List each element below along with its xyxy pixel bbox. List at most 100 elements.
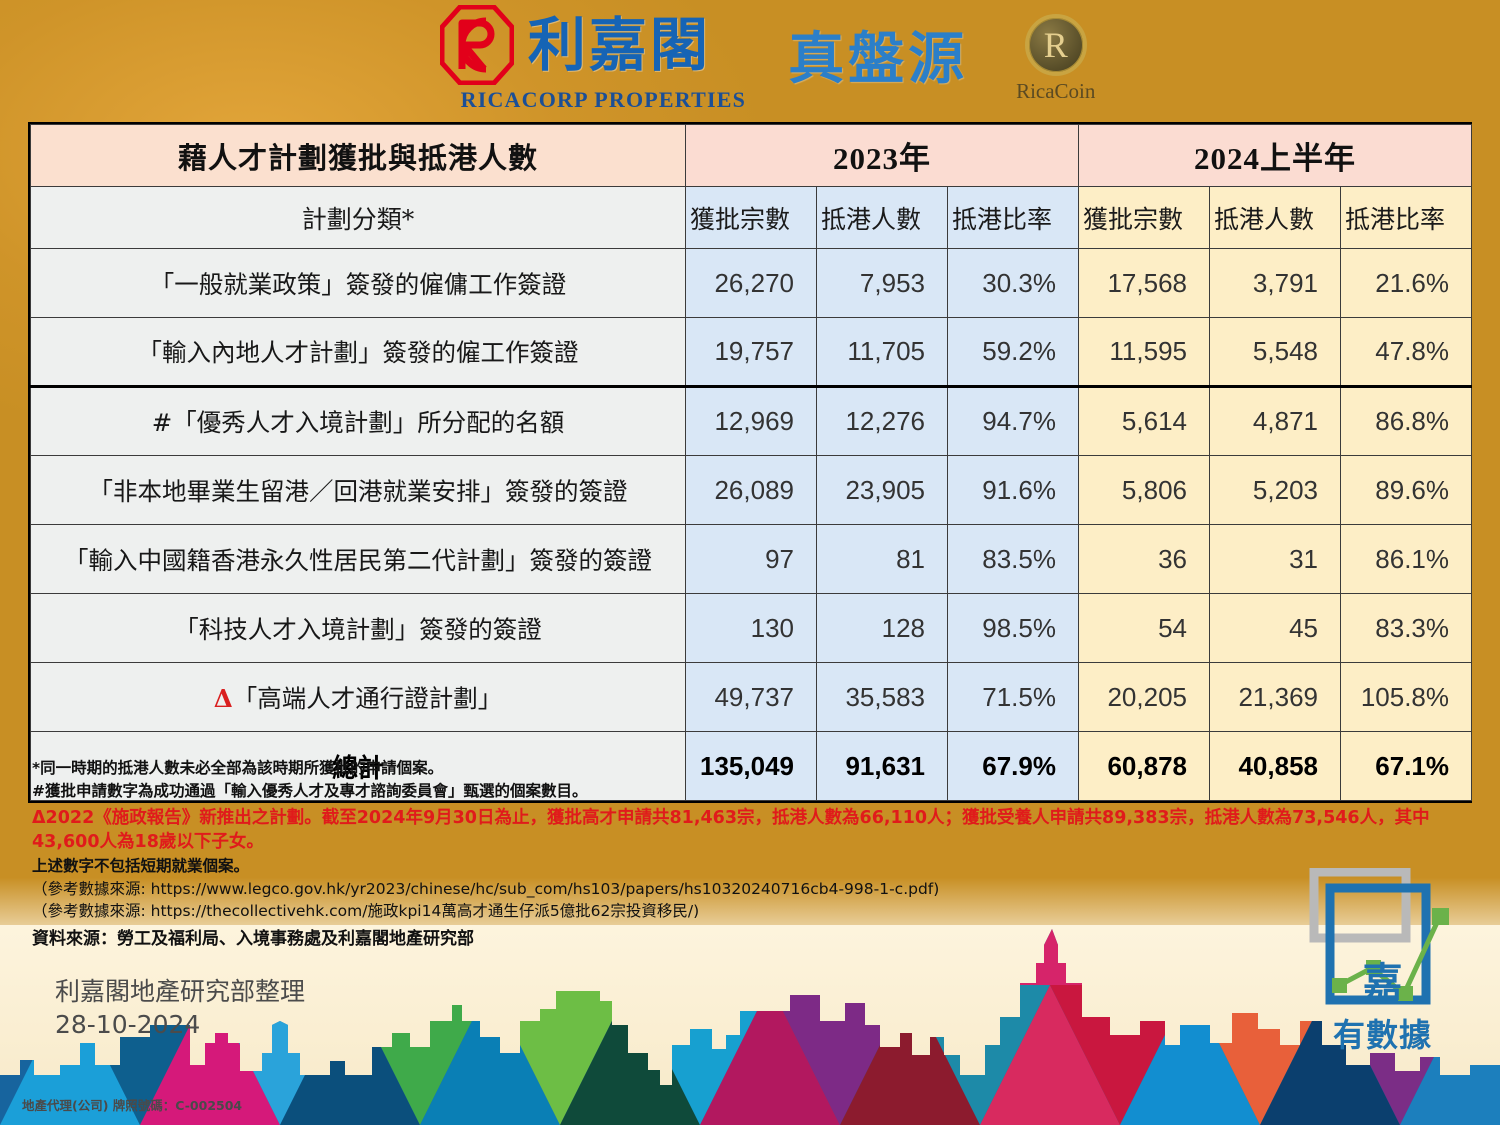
license-number: 地產代理(公司) 牌照號碼：C-002504 [22,1098,243,1113]
cell-arrived-2024: 21,369 [1209,662,1341,732]
row-label: 「非本地畢業生留港／回港就業安排」簽發的簽證 [30,455,686,525]
cell-approved-2024: 54 [1078,593,1210,663]
cell-approved-2023: 26,089 [685,455,817,525]
cell-rate-2024: 21.6% [1339,248,1473,318]
total-rate-2023: 67.9% [947,731,1079,801]
table-row: 「輸入中國籍香港永久性居民第二代計劃」簽發的簽證 97 81 83.5% 36 … [30,524,1473,594]
cell-arrived-2024: 5,548 [1209,317,1341,387]
cell-arrived-2024: 31 [1209,524,1341,594]
row-label: #「優秀人才入境計劃」所分配的名額 [30,385,686,456]
table-row: #「優秀人才入境計劃」所分配的名額 12,969 12,276 94.7% 5,… [30,385,1473,456]
cell-approved-2024: 20,205 [1078,662,1210,732]
footnote-delta: Δ2022《施政報告》新推出之計劃。截至2024年9月30日為止，獲批高才申請共… [32,808,1430,852]
row-label: 「輸入中國籍香港永久性居民第二代計劃」簽發的簽證 [30,524,686,594]
total-rate-2024: 67.1% [1339,731,1473,801]
col-rate-2024: 抵港比率 [1339,186,1473,249]
cell-rate-2023: 71.5% [947,662,1079,732]
row-label: Δ「高端人才通行證計劃」 [30,662,686,732]
brand-name-en: RICACORP PROPERTIES [460,87,747,112]
data-brand-logo: 嘉 有數據 [1300,867,1465,1058]
delta-marker-icon: Δ [213,683,233,713]
row-label: 「科技人才入境計劃」簽發的簽證 [30,593,686,663]
reference-link-collective[interactable]: （參考數據來源: https://thecollectivehk.com/施政k… [32,902,700,921]
cell-approved-2024: 36 [1078,524,1210,594]
ricacorp-logo: 利嘉閣 RICACORP PROPERTIES [405,5,746,113]
total-arrived-2023: 91,631 [816,731,948,801]
col-arrived-2023: 抵港人數 [816,186,948,249]
row-label: 「輸入內地人才計劃」簽發的僱工作簽證 [30,317,686,387]
cell-approved-2023: 26,270 [685,248,817,318]
data-logo-icon [1309,867,1449,1005]
cell-rate-2024: 83.3% [1339,593,1473,663]
cell-rate-2024: 89.6% [1339,455,1473,525]
cell-arrived-2023: 7,953 [816,248,948,318]
cell-rate-2024: 86.8% [1339,385,1473,456]
cell-approved-2023: 130 [685,593,817,663]
cell-rate-2023: 59.2% [947,317,1079,387]
cell-arrived-2024: 45 [1209,593,1341,663]
cell-arrived-2023: 128 [816,593,948,663]
footer-credit: 利嘉閣地產研究部整理 28-10-2024 [55,975,305,1041]
cell-rate-2024: 86.1% [1339,524,1473,594]
col-approved-2024: 獲批宗數 [1078,186,1210,249]
col-rate-2023: 抵港比率 [947,186,1079,249]
footnote-asterisk: *同一時期的抵港人數未必全部為該時期所獲批的申請個案。 [32,759,444,777]
period-2023-header: 2023年 [685,124,1079,187]
cell-arrived-2024: 5,203 [1209,455,1341,525]
cell-rate-2024: 105.8% [1339,662,1473,732]
total-approved-2024: 60,878 [1078,731,1210,801]
cell-arrived-2023: 11,705 [816,317,948,387]
table-body: 「一般就業政策」簽發的僱傭工作簽證 26,270 7,953 30.3% 17,… [30,248,1473,801]
data-logo-text-2: 有數據 [1332,1016,1432,1054]
cell-approved-2024: 17,568 [1078,248,1210,318]
cell-approved-2024: 11,595 [1078,317,1210,387]
footnote-short-term: 上述數字不包括短期就業個案。 [32,857,250,876]
table-row: Δ「高端人才通行證計劃」 49,737 35,583 71.5% 20,205 … [30,662,1473,732]
cell-arrived-2023: 35,583 [816,662,948,732]
data-source-line: 資料來源：勞工及福利局、入境事務處及利嘉閣地產研究部 [32,928,474,949]
table-title-row: 藉人才計劃獲批與抵港人數 2023年 2024上半年 [30,124,1473,187]
period-2024-header: 2024上半年 [1077,124,1473,187]
table-title: 藉人才計劃獲批與抵港人數 [30,124,686,187]
cell-approved-2023: 97 [685,524,817,594]
brand-slogan: 真盤源 [788,26,969,92]
skyline-decoration [0,925,1500,1125]
cell-rate-2023: 98.5% [947,593,1079,663]
total-arrived-2024: 40,858 [1209,731,1341,801]
table-row: 「非本地畢業生留港／回港就業安排」簽發的簽證 26,089 23,905 91.… [30,455,1473,525]
footnote-hash: #獲批申請數字為成功通過「輸入優秀人才及專才諮詢委員會」甄選的個案數目。 [32,781,588,800]
table-total-row: 總計 135,049 91,631 67.9% 60,878 40,858 67… [30,731,1473,801]
table-row: 「輸入內地人才計劃」簽發的僱工作簽證 19,757 11,705 59.2% 1… [30,317,1473,387]
cell-rate-2023: 94.7% [947,385,1079,456]
header-branding: 利嘉閣 RICACORP PROPERTIES 真盤源 R RicaCoin [0,0,1500,118]
cell-approved-2023: 19,757 [685,317,817,387]
reference-link-legco[interactable]: （參考數據來源: https://www.legco.gov.hk/yr2023… [32,879,940,898]
table-column-header-row: 計劃分類* 獲批宗數 抵港人數 抵港比率 獲批宗數 抵港人數 抵港比率 [30,186,1473,249]
ricacoin-logo: R RicaCoin [1016,14,1095,104]
table-row: 「一般就業政策」簽發的僱傭工作簽證 26,270 7,953 30.3% 17,… [30,248,1473,318]
cell-arrived-2024: 4,871 [1209,385,1341,456]
total-label: 總計 [30,731,686,801]
cell-arrived-2023: 81 [816,524,948,594]
ricacoin-icon: R [1024,14,1087,76]
cell-arrived-2024: 3,791 [1209,248,1341,318]
row-label-text: 「高端人才通行證計劃」 [232,683,503,713]
brand-name-cn: 利嘉閣 [527,11,711,79]
credit-org: 利嘉閣地產研究部整理 [55,977,306,1006]
col-approved-2023: 獲批宗數 [685,186,817,249]
cell-rate-2023: 83.5% [947,524,1079,594]
cell-approved-2023: 12,969 [685,385,817,456]
col-arrived-2024: 抵港人數 [1209,186,1341,249]
credit-date: 28-10-2024 [55,1010,201,1039]
cell-approved-2024: 5,806 [1078,455,1210,525]
cell-rate-2023: 91.6% [947,455,1079,525]
row-label: 「一般就業政策」簽發的僱傭工作簽證 [30,248,686,318]
footnotes: *同一時期的抵港人數未必全部為該時期所獲批的申請個案。 #獲批申請數字為成功通過… [28,758,1472,952]
cell-approved-2023: 49,737 [685,662,817,732]
ricacoin-label: RicaCoin [1016,79,1096,103]
data-logo-text-1: 嘉 [1362,960,1403,1006]
talent-scheme-table: 藉人才計劃獲批與抵港人數 2023年 2024上半年 計劃分類* 獲批宗數 抵港… [28,122,1473,803]
cell-approved-2024: 5,614 [1078,385,1210,456]
rc-monogram-icon [439,5,514,85]
cell-arrived-2023: 12,276 [816,385,948,456]
